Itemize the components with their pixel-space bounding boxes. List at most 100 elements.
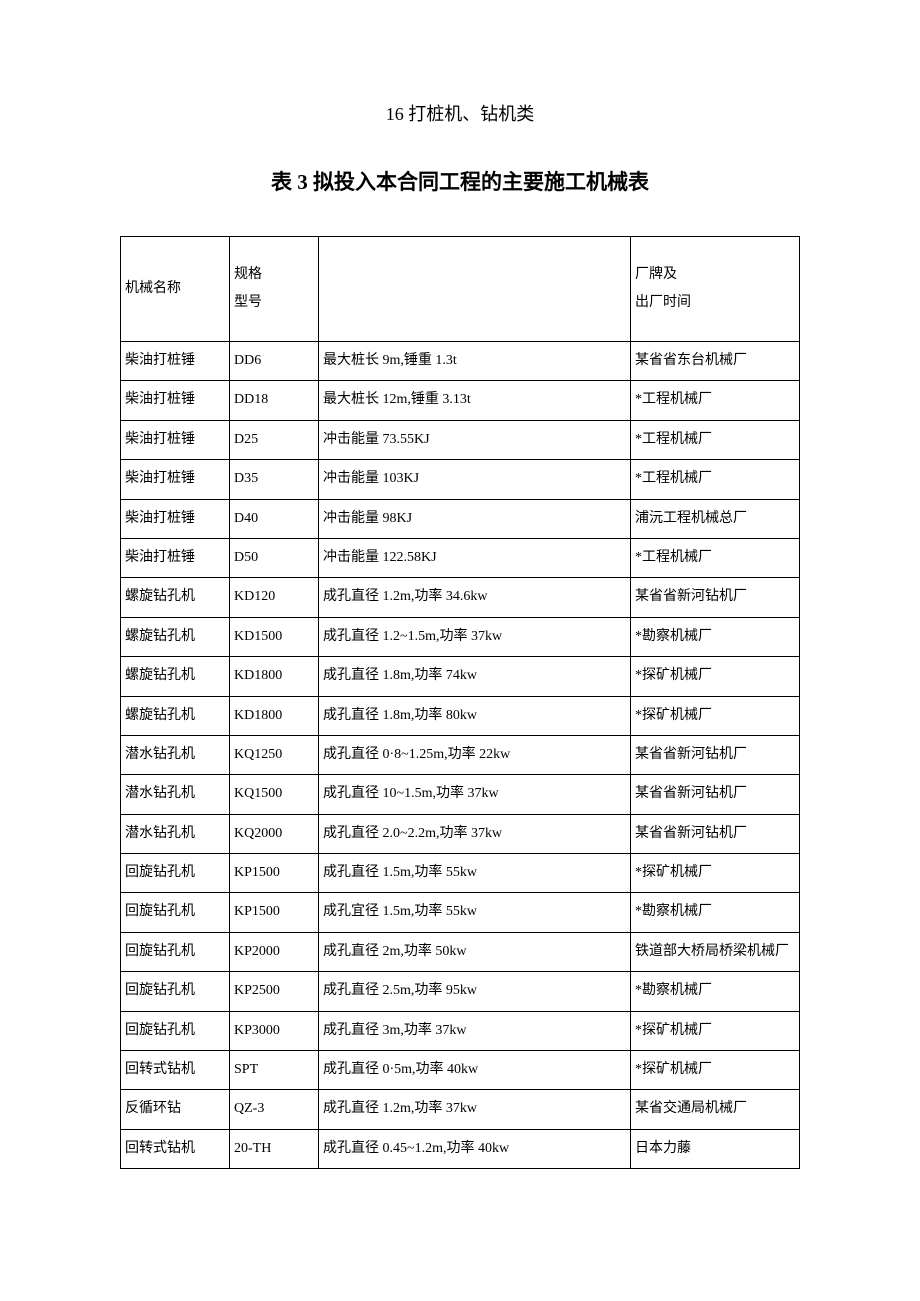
cell-name: 潜水钻孔机: [121, 775, 230, 814]
cell-name: 潜水钻孔机: [121, 814, 230, 853]
table-row: 螺旋钻孔机KD1800成孔直径 1.8m,功率 74kw*探矿机械厂: [121, 657, 800, 696]
table-row: 潜水钻孔机KQ1500成孔直径 10~1.5m,功率 37kw某省省新河钻机厂: [121, 775, 800, 814]
table-row: 回旋钻孔机KP1500成孔宜径 1.5m,功率 55kw*勘察机械厂: [121, 893, 800, 932]
cell-model: KD120: [230, 578, 319, 617]
cell-model: KP2000: [230, 932, 319, 971]
cell-mfr: 某省省东台机械厂: [631, 342, 800, 381]
cell-spec: 成孔直径 1.2m,功率 37kw: [319, 1090, 631, 1129]
col-header-mfr: 厂牌及出厂时间: [631, 237, 800, 342]
cell-name: 柴油打桩锤: [121, 499, 230, 538]
cell-spec: 成孔直径 2.0~2.2m,功率 37kw: [319, 814, 631, 853]
cell-mfr: 某省省新河钻机厂: [631, 775, 800, 814]
cell-model: KD1800: [230, 696, 319, 735]
table-row: 螺旋钻孔机KD120成孔直径 1.2m,功率 34.6kw某省省新河钻机厂: [121, 578, 800, 617]
cell-model: QZ-3: [230, 1090, 319, 1129]
cell-model: KP3000: [230, 1011, 319, 1050]
cell-model: KQ1500: [230, 775, 319, 814]
table-row: 柴油打桩锤D40冲击能量 98KJ浦沅工程机械总厂: [121, 499, 800, 538]
cell-mfr: 某省交通局机械厂: [631, 1090, 800, 1129]
cell-name: 柴油打桩锤: [121, 538, 230, 577]
cell-spec: 成孔直径 1.8m,功率 80kw: [319, 696, 631, 735]
cell-model: KP1500: [230, 854, 319, 893]
col-header-spec: [319, 237, 631, 342]
cell-model: KQ2000: [230, 814, 319, 853]
table-row: 潜水钻孔机KQ1250成孔直径 0·8~1.25m,功率 22kw某省省新河钻机…: [121, 735, 800, 774]
cell-mfr: 某省省新河钻机厂: [631, 814, 800, 853]
table-body: 柴油打桩锤DD6最大桩长 9m,锤重 1.3t某省省东台机械厂柴油打桩锤DD18…: [121, 342, 800, 1169]
cell-name: 回旋钻孔机: [121, 932, 230, 971]
table-title: 表 3 拟投入本合同工程的主要施工机械表: [120, 166, 800, 196]
cell-spec: 成孔直径 1.2m,功率 34.6kw: [319, 578, 631, 617]
cell-spec: 冲击能量 73.55KJ: [319, 420, 631, 459]
table-row: 柴油打桩锤DD18最大桩长 12m,锤重 3.13t*工程机械厂: [121, 381, 800, 420]
cell-model: DD18: [230, 381, 319, 420]
table-row: 潜水钻孔机KQ2000成孔直径 2.0~2.2m,功率 37kw某省省新河钻机厂: [121, 814, 800, 853]
cell-model: KD1800: [230, 657, 319, 696]
cell-mfr: *勘察机械厂: [631, 617, 800, 656]
cell-model: D35: [230, 460, 319, 499]
cell-mfr: 某省省新河钻机厂: [631, 735, 800, 774]
cell-mfr: *工程机械厂: [631, 538, 800, 577]
cell-spec: 最大桩长 9m,锤重 1.3t: [319, 342, 631, 381]
cell-model: KQ1250: [230, 735, 319, 774]
table-row: 反循环钻QZ-3成孔直径 1.2m,功率 37kw某省交通局机械厂: [121, 1090, 800, 1129]
table-row: 螺旋钻孔机KD1500成孔直径 1.2~1.5m,功率 37kw*勘察机械厂: [121, 617, 800, 656]
cell-model: D50: [230, 538, 319, 577]
cell-model: 20-TH: [230, 1129, 319, 1168]
cell-spec: 成孔宜径 1.5m,功率 55kw: [319, 893, 631, 932]
cell-mfr: 浦沅工程机械总厂: [631, 499, 800, 538]
cell-mfr: *探矿机械厂: [631, 1051, 800, 1090]
cell-model: KP2500: [230, 972, 319, 1011]
table-row: 柴油打桩锤D25冲击能量 73.55KJ*工程机械厂: [121, 420, 800, 459]
cell-mfr: *工程机械厂: [631, 420, 800, 459]
cell-name: 螺旋钻孔机: [121, 696, 230, 735]
cell-spec: 冲击能量 122.58KJ: [319, 538, 631, 577]
cell-name: 柴油打桩锤: [121, 420, 230, 459]
cell-spec: 成孔直径 0.45~1.2m,功率 40kw: [319, 1129, 631, 1168]
cell-name: 回旋钻孔机: [121, 1011, 230, 1050]
cell-spec: 成孔直径 3m,功率 37kw: [319, 1011, 631, 1050]
cell-name: 柴油打桩锤: [121, 460, 230, 499]
table-row: 回旋钻孔机KP3000成孔直径 3m,功率 37kw*探矿机械厂: [121, 1011, 800, 1050]
col-header-model: 规格型号: [230, 237, 319, 342]
cell-mfr: *工程机械厂: [631, 460, 800, 499]
cell-model: D25: [230, 420, 319, 459]
cell-spec: 成孔直径 2.5m,功率 95kw: [319, 972, 631, 1011]
cell-spec: 成孔直径 10~1.5m,功率 37kw: [319, 775, 631, 814]
cell-model: D40: [230, 499, 319, 538]
cell-mfr: 铁道部大桥局桥梁机械厂: [631, 932, 800, 971]
section-heading: 16 打桩机、钻机类: [120, 100, 800, 126]
cell-model: KD1500: [230, 617, 319, 656]
cell-name: 潜水钻孔机: [121, 735, 230, 774]
cell-mfr: *探矿机械厂: [631, 696, 800, 735]
cell-mfr: *探矿机械厂: [631, 1011, 800, 1050]
cell-model: DD6: [230, 342, 319, 381]
table-row: 回转式钻机SPT成孔直径 0·5m,功率 40kw*探矿机械厂: [121, 1051, 800, 1090]
cell-spec: 成孔直径 0·8~1.25m,功率 22kw: [319, 735, 631, 774]
cell-name: 回旋钻孔机: [121, 854, 230, 893]
table-row: 柴油打桩锤DD6最大桩长 9m,锤重 1.3t某省省东台机械厂: [121, 342, 800, 381]
cell-name: 回转式钻机: [121, 1051, 230, 1090]
cell-spec: 成孔直径 0·5m,功率 40kw: [319, 1051, 631, 1090]
table-row: 回转式钻机20-TH成孔直径 0.45~1.2m,功率 40kw日本力藤: [121, 1129, 800, 1168]
table-row: 回旋钻孔机KP2500成孔直径 2.5m,功率 95kw*勘察机械厂: [121, 972, 800, 1011]
cell-spec: 成孔直径 1.5m,功率 55kw: [319, 854, 631, 893]
cell-spec: 成孔直径 1.2~1.5m,功率 37kw: [319, 617, 631, 656]
machinery-table: 机械名称 规格型号 厂牌及出厂时间 柴油打桩锤DD6最大桩长 9m,锤重 1.3…: [120, 236, 800, 1169]
cell-spec: 冲击能量 103KJ: [319, 460, 631, 499]
cell-name: 回转式钻机: [121, 1129, 230, 1168]
cell-name: 螺旋钻孔机: [121, 617, 230, 656]
cell-spec: 冲击能量 98KJ: [319, 499, 631, 538]
cell-mfr: *勘察机械厂: [631, 893, 800, 932]
cell-mfr: 某省省新河钻机厂: [631, 578, 800, 617]
cell-mfr: *勘察机械厂: [631, 972, 800, 1011]
cell-name: 回旋钻孔机: [121, 893, 230, 932]
cell-mfr: 日本力藤: [631, 1129, 800, 1168]
cell-name: 柴油打桩锤: [121, 342, 230, 381]
cell-mfr: *探矿机械厂: [631, 854, 800, 893]
table-row: 柴油打桩锤D35冲击能量 103KJ*工程机械厂: [121, 460, 800, 499]
cell-name: 螺旋钻孔机: [121, 578, 230, 617]
table-row: 回旋钻孔机KP1500成孔直径 1.5m,功率 55kw*探矿机械厂: [121, 854, 800, 893]
table-header-row: 机械名称 规格型号 厂牌及出厂时间: [121, 237, 800, 342]
cell-model: KP1500: [230, 893, 319, 932]
